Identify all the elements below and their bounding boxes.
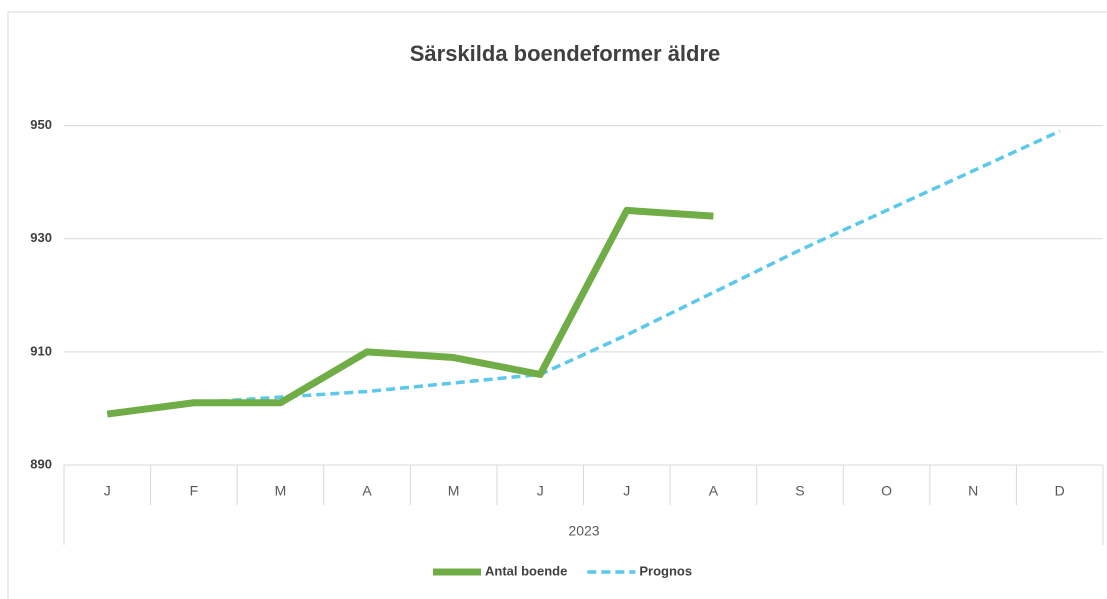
- x-group-label: 2023: [568, 523, 599, 539]
- x-tick-label: O: [881, 483, 892, 499]
- x-tick-label: M: [448, 483, 460, 499]
- series-line: [106, 206, 714, 418]
- x-tick-label: D: [1055, 483, 1065, 499]
- x-tick-label: A: [362, 483, 372, 499]
- x-tick-label: J: [537, 483, 544, 499]
- x-tick-label: A: [709, 483, 719, 499]
- y-tick-label: 910: [30, 343, 52, 358]
- legend-label: Antal boende: [485, 563, 567, 578]
- x-tick-label: J: [623, 483, 630, 499]
- x-tick-label: S: [795, 483, 804, 499]
- x-tick-label: F: [190, 483, 199, 499]
- series-line: [107, 129, 1061, 416]
- y-tick-label: 890: [30, 456, 52, 471]
- legend-label: Prognos: [639, 563, 692, 578]
- chart-title: Särskilda boendeformer äldre: [410, 41, 721, 66]
- y-tick-label: 950: [30, 117, 52, 132]
- y-tick-label: 930: [30, 230, 52, 245]
- x-tick-label: J: [104, 483, 111, 499]
- x-tick-label: M: [275, 483, 287, 499]
- x-tick-label: N: [968, 483, 978, 499]
